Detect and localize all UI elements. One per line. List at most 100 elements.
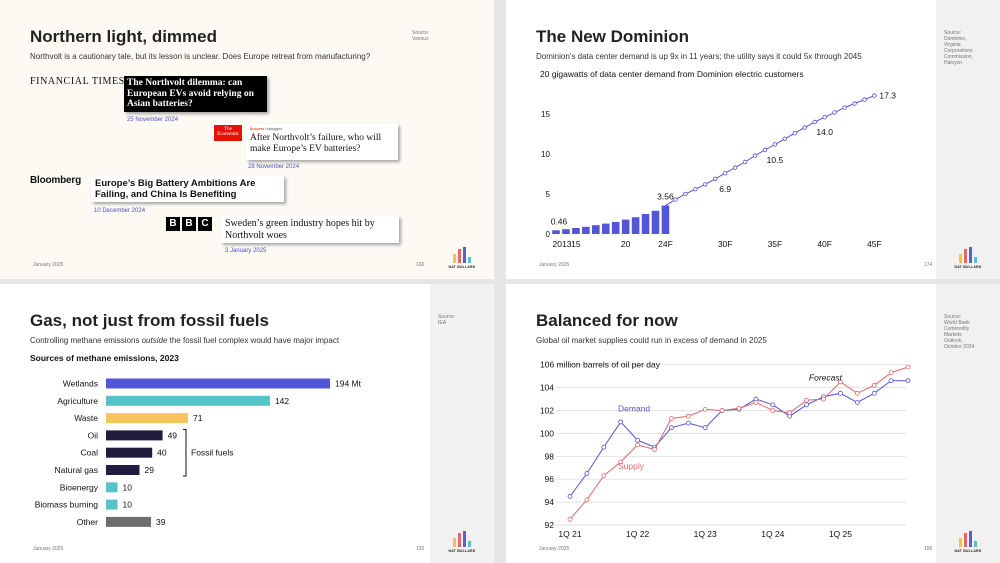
page-number: 160: [416, 262, 425, 268]
series-point: [685, 420, 691, 426]
series-point: [601, 473, 607, 479]
panel-dominion: The New Dominion Dominion’s data center …: [506, 0, 1000, 279]
bbc-date: 3 January 2025: [225, 248, 267, 254]
series-point: [871, 390, 877, 396]
category-label: Waste: [74, 413, 98, 423]
series-point: [871, 382, 877, 388]
series-point: [702, 406, 708, 412]
category-label: Natural gas: [55, 465, 98, 475]
series-point: [804, 402, 810, 408]
series-point: [635, 437, 641, 443]
page-subtitle: Northvolt is a cautionary tale, but its …: [30, 52, 371, 61]
nat-bullard-logo: NAT BULLARD: [444, 247, 480, 269]
economist-section: Business: [250, 127, 265, 131]
page-number: 192: [416, 546, 425, 552]
data-bar: [641, 214, 650, 234]
bbc-letter: B: [182, 217, 196, 231]
source-note: Source: Dominion, Virginia Corporations …: [944, 30, 973, 66]
y-tick-label: 104: [540, 383, 554, 393]
ft-headline: The Northvolt dilemma: can European EVs …: [124, 76, 267, 112]
page-title: The New Dominion: [536, 27, 689, 46]
economist-card: Business Unplugged After Northvolt’s fai…: [246, 124, 398, 160]
oil-chart: 92 94 96 98 100 102 104 106 million barrels of …: [540, 360, 911, 539]
forecast-point: [822, 115, 827, 120]
forecast-point: [862, 97, 867, 102]
series-point: [905, 378, 911, 384]
nat-bullard-logo: NAT BULLARD: [950, 531, 986, 553]
page-subtitle: Global oil market supplies could run in …: [536, 336, 767, 345]
x-tick-label: 20: [621, 239, 631, 249]
nat-bullard-logo: NAT BULLARD: [444, 531, 480, 553]
data-label: 10.5: [767, 155, 784, 165]
series-point: [837, 379, 843, 385]
y-tick-label: 5: [546, 190, 551, 199]
subtitle-part: the fossil fuel complex would have major…: [167, 336, 340, 345]
series-point: [770, 408, 776, 413]
x-tick-label: 35F: [768, 239, 783, 249]
footer-date: January 2025: [33, 262, 64, 268]
page-number: 174: [924, 262, 933, 268]
source-note: Source: World Bank Commodity Markets Out…: [944, 314, 975, 350]
page-subtitle: Controlling methane emissions outside th…: [30, 336, 339, 345]
series-point: [652, 447, 657, 452]
value-label: 10: [123, 500, 133, 510]
data-label: 6.9: [719, 184, 731, 194]
data-bar: [651, 210, 660, 234]
forecast-point: [872, 93, 877, 98]
data-bar: [106, 447, 153, 458]
value-label: 142: [275, 396, 289, 406]
series-point: [888, 378, 894, 384]
data-bar: [106, 430, 163, 441]
page-subtitle: Dominion’s data center demand is up 9x i…: [536, 52, 862, 61]
bbc-letter: B: [166, 217, 180, 231]
y-tick-label: 94: [545, 497, 555, 507]
x-tick-label: 24F: [658, 239, 673, 249]
value-label: 71: [193, 413, 203, 423]
y-tick-label: 0: [546, 230, 551, 239]
data-bar: [106, 378, 330, 389]
series-point: [668, 416, 674, 421]
value-label: 10: [123, 482, 133, 492]
fossil-bracket: [183, 428, 187, 477]
data-bar: [572, 228, 580, 234]
sidebar: Source: Various: [412, 0, 494, 279]
page-title: Gas, not just from fossil fuels: [30, 311, 269, 330]
footer-date: January 2025: [539, 546, 570, 552]
sidebar: Source: IEA NAT BULLARD: [430, 284, 494, 563]
x-tick-label: 1Q 25: [829, 529, 852, 539]
logo-text: NAT BULLARD: [954, 549, 982, 553]
series-point: [702, 425, 708, 431]
category-label: Bioenergy: [60, 482, 99, 492]
series-point: [821, 396, 826, 402]
forecast-line: [665, 95, 875, 206]
bloomberg-headline: Europe’s Big Battery Ambitions Are Faili…: [91, 176, 284, 202]
series-label-demand: Demand: [618, 404, 650, 414]
series-line-supply: [569, 366, 909, 520]
forecast-point: [693, 186, 698, 192]
series-point: [719, 408, 725, 413]
data-bar: [552, 230, 560, 234]
y-tick-label: 10: [541, 150, 550, 159]
dominion-chart: 20 gigawatts of data center demand from …: [540, 69, 896, 249]
value-label: 40: [157, 448, 167, 458]
series-point: [567, 516, 573, 522]
y-tick-label: 102: [540, 406, 554, 416]
forecast-point: [703, 182, 708, 187]
series-point: [685, 413, 691, 419]
data-bar: [106, 516, 152, 527]
logo-text: NAT BULLARD: [448, 549, 476, 553]
y-tick-label: 100: [540, 428, 554, 438]
economist-date: 28 November 2024: [248, 164, 300, 170]
data-bar: [631, 217, 640, 234]
methane-chart: Sources of methane emissions, 2023 Wetlan…: [30, 353, 362, 527]
series-point: [668, 425, 674, 431]
panel-oil: Balanced for now Global oil market suppl…: [506, 284, 1000, 563]
bbc-headline: Sweden’s green industry hopes hit by Nor…: [221, 216, 399, 243]
source-note: Source: Various: [412, 30, 430, 42]
value-label: 29: [144, 465, 154, 475]
sidebar: Source: World Bank Commodity Markets Out…: [936, 284, 1000, 563]
data-bar: [582, 226, 590, 234]
bracket-label: Fossil fuels: [191, 448, 234, 458]
category-label: Coal: [81, 448, 99, 458]
series-point: [618, 459, 624, 465]
